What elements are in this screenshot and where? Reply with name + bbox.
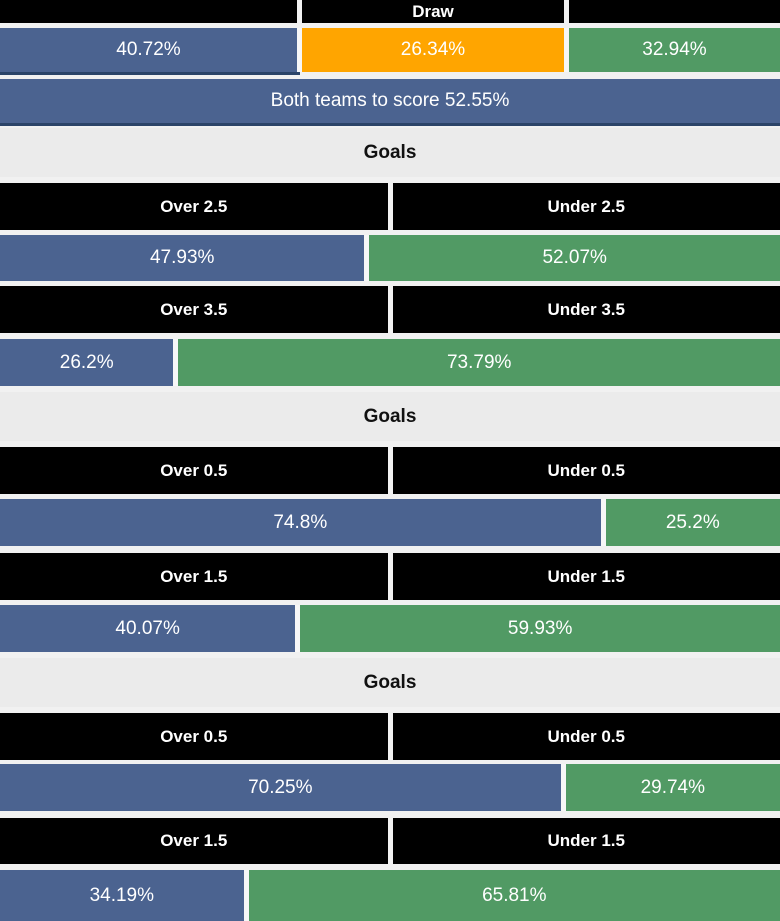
under-header: Under 0.5 [393,447,780,494]
over-under-header-row: Over 3.5 Under 3.5 [0,286,780,333]
under-header: Under 2.5 [393,183,780,230]
over-under-header-row: Over 1.5 Under 1.5 [0,553,780,600]
goals-section-title: Goals [0,658,780,707]
under-bar: 25.2% [606,499,780,546]
under-bar: 52.07% [369,235,780,281]
over-header: Over 1.5 [0,553,388,600]
draw-bar: 26.34% [302,28,564,72]
over-under-bars-row: 26.2% 73.79% [0,339,780,386]
over-header: Over 3.5 [0,286,388,333]
over-bar: 26.2% [0,339,173,386]
over-under-bars-row: 40.07% 59.93% [0,605,780,652]
over-under-header-row: Over 2.5 Under 2.5 [0,183,780,230]
over-under-header-row: Over 0.5 Under 0.5 [0,447,780,494]
under-header: Under 1.5 [393,553,780,600]
over-under-bars-row: 74.8% 25.2% [0,499,780,546]
draw-header: Draw [302,0,564,23]
over-header: Over 0.5 [0,713,388,760]
home-accent-rule [0,72,300,75]
over-under-bars-row: 34.19% 65.81% [0,870,780,921]
result-header-row: Draw [0,0,780,23]
under-header: Under 3.5 [393,286,780,333]
under-bar: 59.93% [300,605,780,652]
over-under-bars-row: 47.93% 52.07% [0,235,780,281]
over-header: Over 2.5 [0,183,388,230]
over-header: Over 0.5 [0,447,388,494]
home-win-bar: 40.72% [0,28,297,72]
over-under-header-row: Over 1.5 Under 1.5 [0,818,780,864]
over-bar: 47.93% [0,235,364,281]
away-team-header [569,0,780,23]
over-bar: 40.07% [0,605,295,652]
result-bars-row: 40.72% 26.34% 32.94% [0,28,780,72]
over-header: Over 1.5 [0,818,388,864]
under-header: Under 1.5 [393,818,780,864]
over-under-bars-row: 70.25% 29.74% [0,764,780,811]
under-header: Under 0.5 [393,713,780,760]
home-team-header [0,0,297,23]
btts-bar: Both teams to score 52.55% [0,79,780,123]
under-bar: 65.81% [249,870,780,921]
over-bar: 70.25% [0,764,561,811]
away-win-bar: 32.94% [569,28,780,72]
under-bar: 73.79% [178,339,780,386]
over-under-header-row: Over 0.5 Under 0.5 [0,713,780,760]
over-bar: 74.8% [0,499,601,546]
goals-section-title: Goals [0,128,780,177]
over-bar: 34.19% [0,870,244,921]
under-bar: 29.74% [566,764,780,811]
btts-accent-rule [0,123,780,126]
goals-section-title: Goals [0,392,780,441]
